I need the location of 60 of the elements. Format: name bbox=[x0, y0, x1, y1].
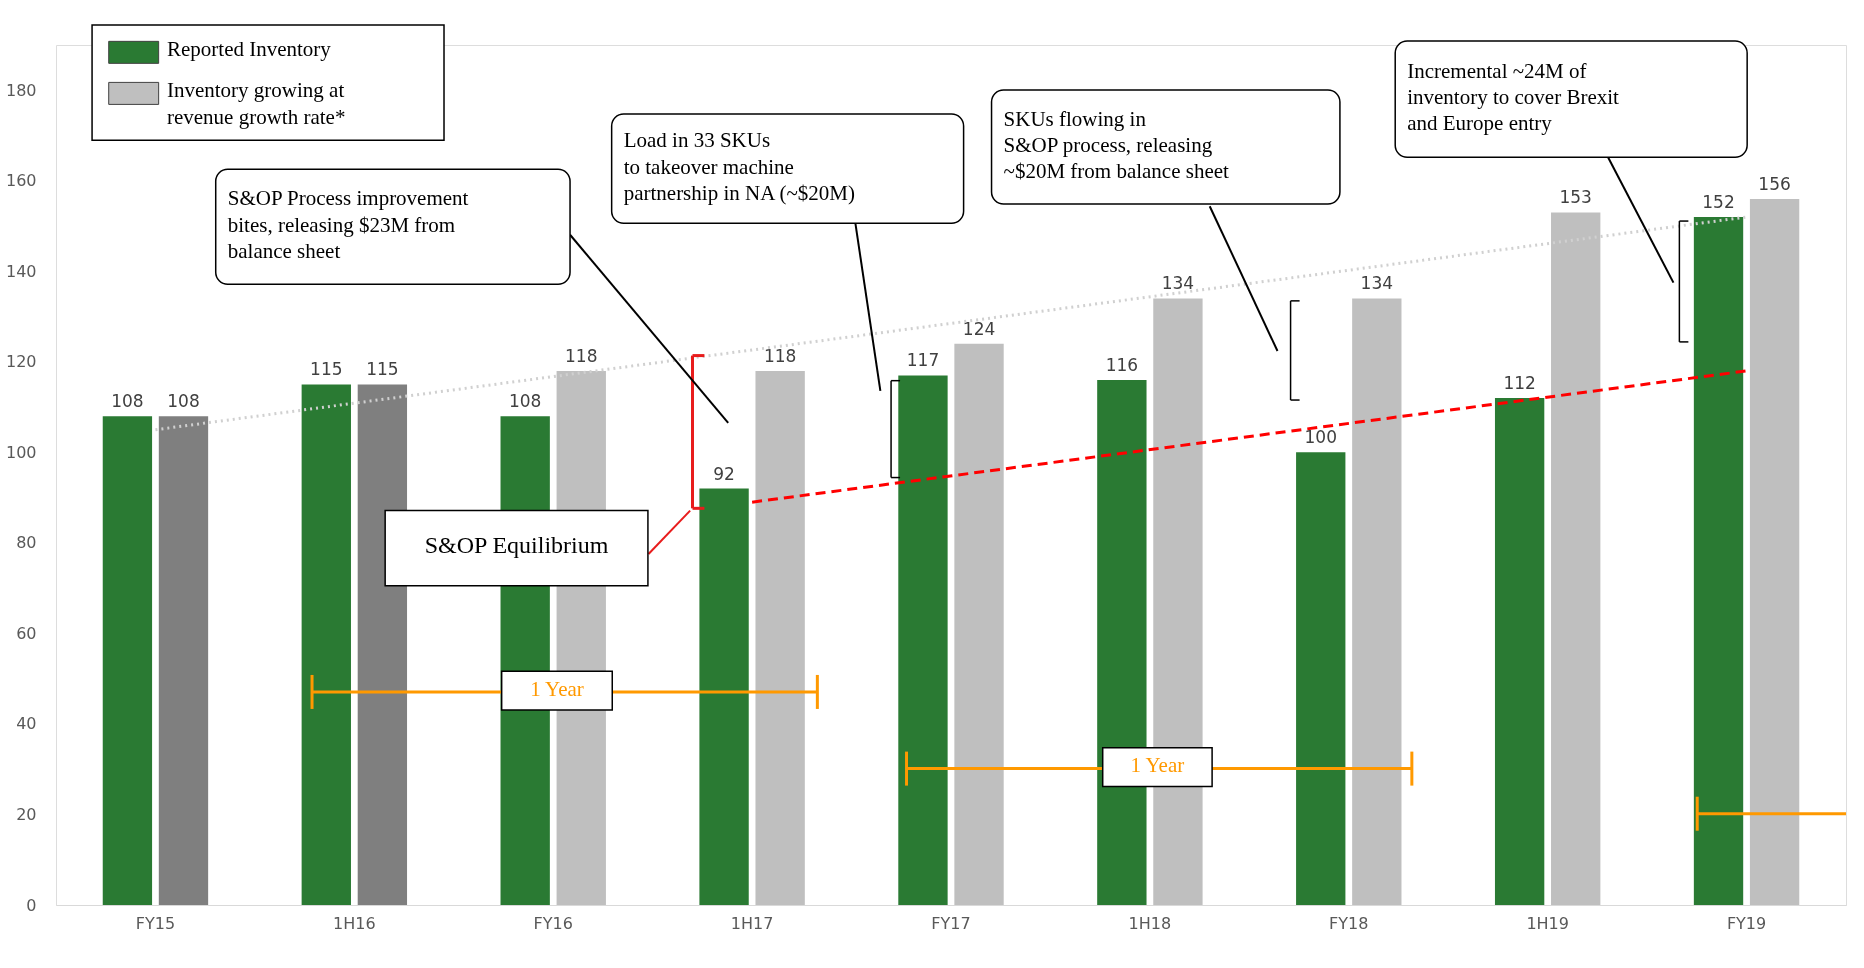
data-label: 112 bbox=[1503, 373, 1536, 394]
y-tick-label: 100 bbox=[5, 442, 37, 462]
data-label: 153 bbox=[1559, 187, 1592, 208]
x-tick-label: 1H19 bbox=[1526, 913, 1569, 933]
bar bbox=[158, 416, 209, 905]
x-tick-label: 1H16 bbox=[333, 913, 376, 933]
y-tick-label: 120 bbox=[5, 352, 37, 372]
bar bbox=[755, 370, 805, 905]
data-label: 108 bbox=[508, 391, 542, 412]
bar bbox=[699, 488, 749, 905]
data-label: 152 bbox=[1702, 192, 1735, 212]
x-tick-label: FY16 bbox=[533, 913, 573, 933]
y-tick-label: 60 bbox=[16, 623, 37, 643]
bar bbox=[301, 384, 351, 905]
x-tick-label: FY15 bbox=[135, 913, 176, 933]
annotation: Incremental ~24M of inventory to cover Brexit and Europe entry bbox=[1407, 58, 1620, 136]
bar bbox=[954, 343, 1004, 905]
bar bbox=[1296, 452, 1346, 905]
bar bbox=[1352, 298, 1402, 905]
data-label: 116 bbox=[1105, 354, 1139, 375]
bar bbox=[102, 416, 153, 905]
bar bbox=[1551, 212, 1601, 905]
x-tick-label: 1H18 bbox=[1128, 913, 1172, 933]
data-label: 156 bbox=[1758, 173, 1791, 194]
data-label: 115 bbox=[366, 359, 399, 380]
y-tick-label: 160 bbox=[5, 171, 37, 191]
annotation: S&OP Equilibrium bbox=[424, 532, 609, 559]
x-tick-label: FY17 bbox=[931, 913, 971, 933]
y-tick-label: 20 bbox=[16, 804, 37, 824]
legend-label: Reported Inventory bbox=[166, 37, 332, 62]
data-label: 118 bbox=[565, 345, 598, 366]
data-label: 117 bbox=[906, 350, 940, 371]
y-tick-label: 0 bbox=[26, 895, 37, 915]
y-tick-label: 80 bbox=[16, 533, 37, 553]
annotation: Load in 33 SKUs to takeover machine partnership in NA (~$20M) bbox=[623, 128, 855, 205]
bar bbox=[1693, 217, 1744, 905]
data-label: 115 bbox=[310, 359, 343, 380]
annotation: 1 Year bbox=[1130, 752, 1185, 777]
y-tick-label: 180 bbox=[5, 80, 37, 100]
bar bbox=[898, 375, 948, 905]
annotation: 1 Year bbox=[530, 676, 584, 701]
bar bbox=[1494, 398, 1545, 905]
data-label: 134 bbox=[1360, 273, 1394, 294]
annotation: S&OP Process improvement bites, releasing $23M from balance sheet bbox=[227, 186, 469, 263]
x-tick-label: FY19 bbox=[1726, 913, 1767, 933]
data-label: 92 bbox=[713, 463, 735, 484]
x-tick-label: 1H17 bbox=[730, 913, 774, 933]
y-tick-label: 40 bbox=[16, 714, 37, 734]
y-tick-label: 140 bbox=[5, 261, 37, 281]
bar bbox=[357, 384, 408, 905]
bar bbox=[1749, 198, 1800, 905]
x-tick-label: FY18 bbox=[1329, 913, 1369, 933]
data-label: 108 bbox=[111, 391, 144, 412]
data-label: 134 bbox=[1161, 273, 1195, 294]
legend-label: Inventory growing at revenue growth rate* bbox=[166, 78, 346, 130]
data-label: 124 bbox=[962, 318, 996, 339]
data-label: 108 bbox=[167, 391, 200, 412]
data-label: 100 bbox=[1304, 427, 1337, 448]
annotation: SKUs flowing in S&OP process, releasing ~$20M from balance sheet bbox=[1003, 106, 1230, 184]
data-label: 118 bbox=[763, 345, 797, 366]
